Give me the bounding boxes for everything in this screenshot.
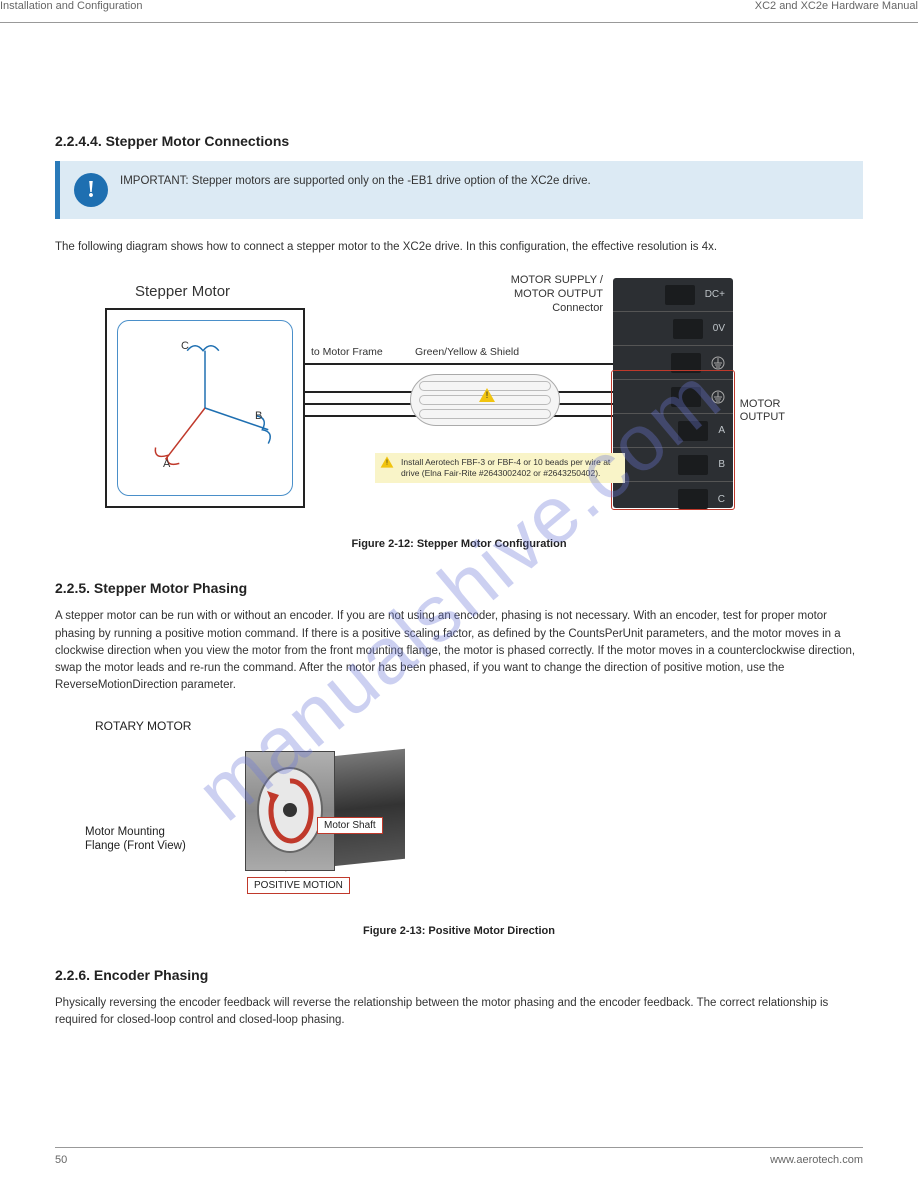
coil-a-label: A — [163, 458, 170, 470]
bottom-rule — [55, 1147, 863, 1148]
rotary-diagram: ROTARY MOTOR Motor Mounting Flange (Fron… — [85, 715, 465, 915]
important-text: IMPORTANT: Stepper motors are supported … — [120, 173, 591, 190]
ferrite-note: Install Aerotech FBF-3 or FBF-4 or 10 be… — [375, 453, 625, 482]
coil-c-label: C — [181, 340, 189, 352]
figure-2-12-caption: Figure 2-12: Stepper Motor Configuration — [55, 538, 863, 550]
conn-row-dcplus: DC+ — [613, 278, 733, 312]
important-banner: ! IMPORTANT: Stepper motors are supporte… — [55, 161, 863, 219]
top-rule — [0, 22, 918, 23]
ferrite-3 — [419, 409, 551, 419]
phasing-text: A stepper motor can be run with or witho… — [55, 608, 863, 694]
motor-title: Stepper Motor — [135, 283, 230, 300]
motor-shaft-label: Motor Shaft — [317, 817, 383, 834]
header-right: XC2 and XC2e Hardware Manual — [755, 0, 918, 12]
warning-icon — [381, 457, 394, 468]
footer-page: 50 — [55, 1154, 67, 1166]
cable-warn-icon — [479, 388, 495, 402]
connector-title: MOTOR SUPPLY / MOTOR OUTPUT Connector — [511, 274, 603, 315]
motor-box — [105, 308, 305, 508]
to-frame-label: to Motor Frame — [311, 346, 383, 358]
stepper-intro-text: The following diagram shows how to conne… — [55, 239, 863, 256]
wire-shield — [305, 363, 615, 365]
stepper-diagram: Stepper Motor C A B to Motor Frame Green… — [55, 268, 863, 528]
motor-inner — [117, 320, 293, 496]
section-phasing-title: 2.2.5. Stepper Motor Phasing — [55, 580, 863, 596]
page-content: 2.2.4.4. Stepper Motor Connections ! IMP… — [0, 83, 918, 1071]
positive-motion-label: POSITIVE MOTION — [247, 877, 350, 894]
header-left: Installation and Configuration — [0, 0, 142, 12]
motor-output-label: MOTOR OUTPUT — [740, 398, 785, 424]
section-encoder-title: 2.2.6. Encoder Phasing — [55, 967, 863, 983]
conn-row-0v: 0V — [613, 312, 733, 346]
footer-site: www.aerotech.com — [770, 1154, 863, 1166]
motor-shaft — [283, 803, 297, 817]
flange-label: Motor Mounting Flange (Front View) — [85, 825, 186, 854]
ground-icon — [711, 356, 725, 370]
section-stepper-title: 2.2.4.4. Stepper Motor Connections — [55, 133, 863, 149]
coil-b-label: B — [255, 410, 262, 422]
important-icon: ! — [74, 173, 108, 207]
shield-label: Green/Yellow & Shield — [415, 346, 519, 358]
encoder-text: Physically reversing the encoder feedbac… — [55, 995, 863, 1030]
cable-shield — [410, 374, 560, 426]
figure-2-13-caption: Figure 2-13: Positive Motor Direction — [55, 925, 863, 937]
rotary-motor-title: ROTARY MOTOR — [95, 719, 191, 733]
motor-output-highlight — [611, 370, 735, 510]
motor-windings-svg — [118, 321, 292, 495]
